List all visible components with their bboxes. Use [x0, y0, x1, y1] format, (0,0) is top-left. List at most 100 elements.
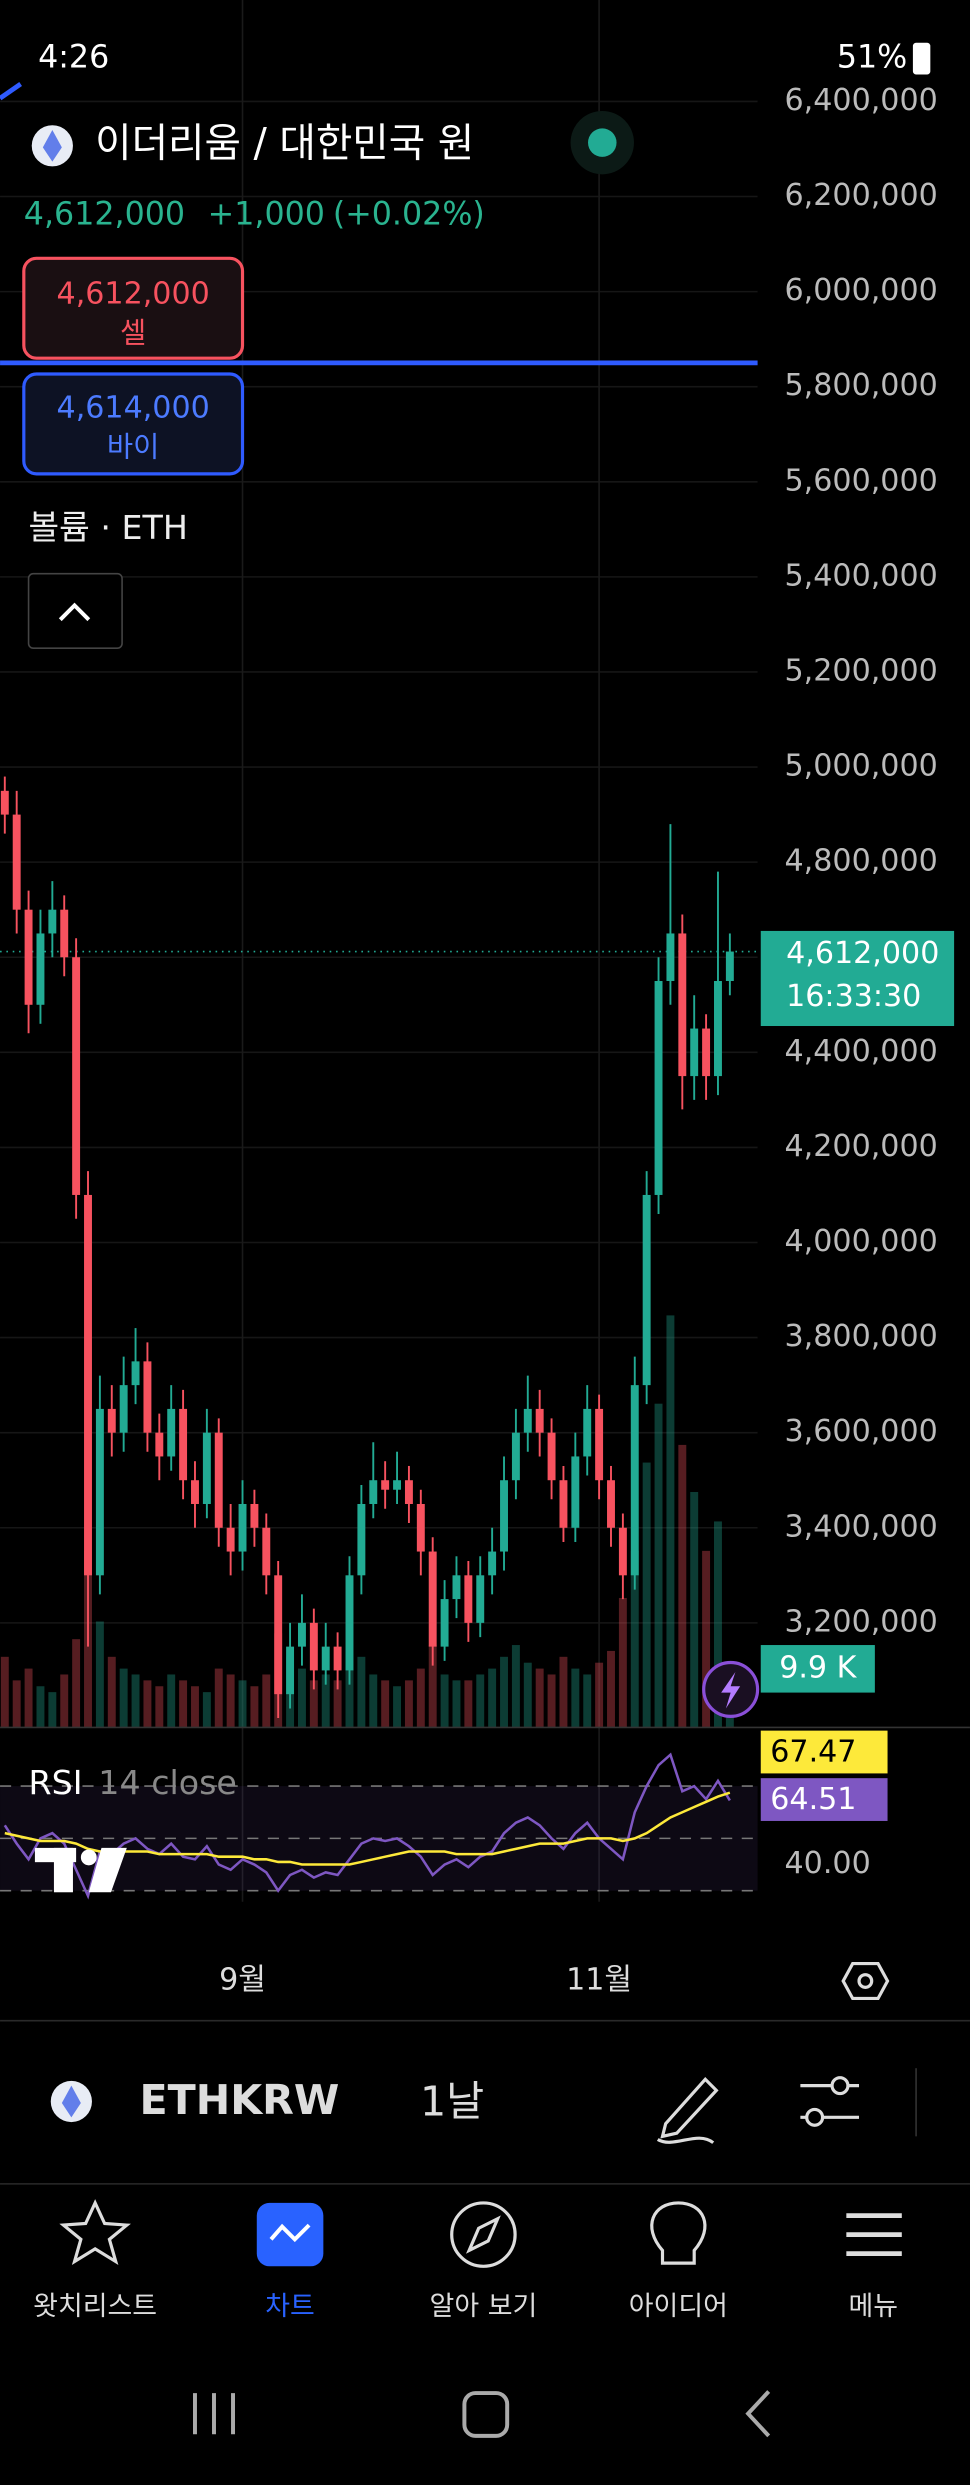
volume-value-label: 9.9 K — [779, 1650, 857, 1685]
y-tick-label: 4,400,000 — [785, 1034, 938, 1069]
rsi-line — [4, 1791, 731, 1866]
volume-bar — [202, 1692, 211, 1728]
indicator-icon[interactable] — [800, 2076, 860, 2127]
watchlist-icon[interactable] — [59, 2199, 131, 2266]
y-tick-label: 3,800,000 — [785, 1319, 938, 1354]
y-tick-label: 5,600,000 — [785, 463, 938, 498]
status-battery: 51% — [837, 40, 907, 76]
candle-body — [143, 1361, 152, 1433]
candle-body — [202, 1432, 211, 1504]
rsi-line — [3, 1752, 731, 1900]
candle-body — [630, 1385, 639, 1576]
back-button[interactable] — [745, 2390, 771, 2438]
sell-label: 셀 — [120, 316, 146, 349]
volume-bar — [297, 1668, 306, 1728]
volume-bar — [72, 1639, 81, 1728]
draw-tool-icon[interactable] — [656, 2076, 719, 2145]
candle-body — [607, 1480, 615, 1528]
candle-body — [690, 1028, 699, 1077]
explore-icon[interactable] — [450, 2201, 517, 2268]
menu-icon[interactable] — [846, 2213, 902, 2256]
y-tick-label: 4,800,000 — [785, 844, 938, 879]
volume-bar — [559, 1656, 568, 1728]
hex-dot — [857, 1973, 874, 1989]
volume-bar — [345, 1668, 354, 1728]
y-tick-label: 3,600,000 — [785, 1414, 938, 1449]
candle-body — [12, 814, 21, 910]
volume-bar — [226, 1674, 235, 1728]
volume-bar — [250, 1686, 259, 1728]
candle-body — [416, 1503, 425, 1552]
nav-label[interactable]: 왓치리스트 — [33, 2291, 157, 2322]
toolbar-symbol[interactable]: ETHKRW — [140, 2076, 340, 2124]
volume-bar — [321, 1674, 330, 1728]
candle-body — [321, 1646, 330, 1671]
volume-bar — [535, 1668, 544, 1728]
market-status-dot[interactable] — [588, 128, 617, 157]
volume-bar — [155, 1686, 164, 1728]
settings-icon[interactable] — [841, 1962, 890, 2001]
ideas-icon[interactable] — [650, 2201, 707, 2265]
candle-body — [511, 1432, 520, 1481]
candle-body — [404, 1480, 413, 1504]
volume-bar — [500, 1656, 508, 1728]
nav-label[interactable]: 알아 보기 — [430, 2291, 538, 2322]
symbol-title: 이더리움 / 대한민국 원 — [95, 120, 474, 166]
eth-logo — [42, 129, 62, 162]
volume-bar — [107, 1656, 116, 1728]
buy-button[interactable]: 4,614,000 바이 — [22, 372, 245, 476]
status-time: 4:26 — [38, 40, 109, 76]
y-tick-label: 4,200,000 — [785, 1129, 938, 1164]
volume-bar — [583, 1674, 592, 1728]
compass-needle — [465, 2215, 501, 2254]
volume-bar — [642, 1462, 651, 1728]
volume-bar — [404, 1680, 413, 1728]
candle-body — [0, 790, 9, 815]
nav-label[interactable]: 아이디어 — [629, 2291, 728, 2322]
chart-icon — [269, 2223, 311, 2243]
y-tick-label: 5,800,000 — [785, 368, 938, 403]
volume-bar — [440, 1674, 449, 1728]
sell-button[interactable]: 4,612,000 셀 — [22, 256, 245, 360]
candle-body — [119, 1385, 128, 1433]
volume-bar — [690, 1491, 699, 1728]
volume-bar — [262, 1674, 271, 1728]
candle-body — [179, 1408, 188, 1481]
volume-bar — [607, 1650, 615, 1728]
volume-bar — [618, 1597, 627, 1728]
volume-bar — [309, 1680, 318, 1728]
volume-bar — [714, 1521, 722, 1728]
volume-bar — [393, 1686, 402, 1728]
candle-body — [642, 1194, 651, 1386]
candle-body — [238, 1503, 247, 1552]
candle-body — [345, 1575, 354, 1671]
candle-body — [381, 1480, 390, 1490]
chevron-up — [58, 602, 91, 622]
candle-body — [286, 1646, 295, 1695]
candle-body — [72, 957, 81, 1195]
toolbar-interval[interactable]: 1날 — [420, 2078, 484, 2126]
rsi-params: 14 close — [98, 1763, 237, 1802]
rsi-value-label: 67.47 — [770, 1734, 856, 1769]
volume-bar — [428, 1645, 437, 1728]
volume-bar — [143, 1680, 152, 1728]
recents-button[interactable] — [192, 2393, 235, 2435]
nav-label[interactable]: 차트 — [265, 2291, 315, 2322]
x-tick-label: 11월 — [566, 1963, 632, 1998]
drawing-stroke — [0, 82, 23, 101]
collapse-button[interactable] — [27, 572, 123, 649]
hex — [841, 1962, 890, 2001]
candle-body — [583, 1408, 592, 1457]
candle-body — [36, 933, 45, 1005]
volume-bar — [238, 1680, 247, 1728]
battery-icon — [912, 42, 931, 75]
volume-bar — [24, 1668, 33, 1728]
candle-body — [476, 1575, 485, 1623]
volume-bar — [666, 1315, 675, 1728]
volume-bar — [369, 1674, 378, 1728]
x-tick-label: 9월 — [219, 1963, 266, 1998]
volume-bar — [381, 1680, 390, 1728]
volume-bar — [630, 1550, 639, 1728]
nav-label[interactable]: 메뉴 — [848, 2291, 898, 2322]
home-button[interactable] — [462, 2391, 510, 2438]
